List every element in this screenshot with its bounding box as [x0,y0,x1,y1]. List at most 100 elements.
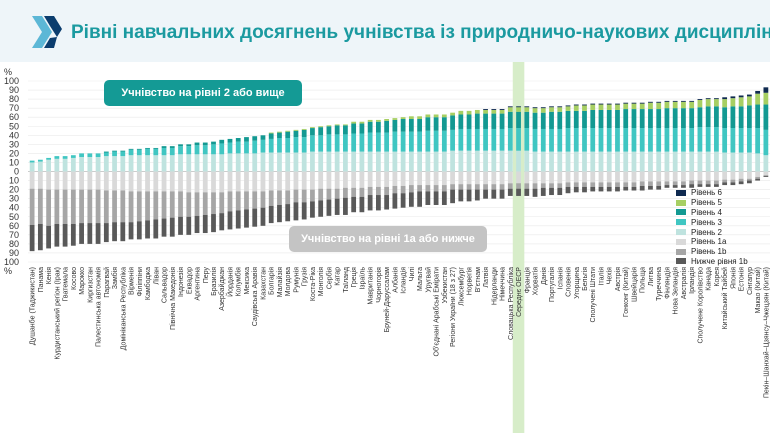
bar-segment [359,151,365,172]
bar-segment [384,195,390,210]
x-category-label: Узбекистан [441,267,449,304]
bar-segment [417,131,423,152]
y-tick-label: 80 [9,94,19,104]
legend-swatch [676,199,686,206]
bar-segment [672,108,678,129]
bar-segment [532,183,538,189]
bar-segment [301,171,307,190]
bar-segment [656,185,662,190]
bar-segment [540,112,546,129]
bar-segment [730,152,736,172]
bar-segment [37,223,43,251]
bar-segment [37,161,43,172]
bar-segment [573,110,579,129]
bar-segment [103,151,109,153]
bar-segment [714,127,719,152]
bar-segment [606,151,612,172]
bar-segment [738,178,744,182]
bar-segment [524,183,530,189]
bar-segment [211,192,216,215]
bar-segment [474,184,480,190]
bar-segment [194,171,200,193]
bar-segment [219,192,225,214]
bar-segment [697,151,703,172]
bar-segment [285,130,291,132]
y-tick-label: 40 [9,130,19,140]
bar-segment [95,223,101,244]
bar-segment [573,104,579,106]
bar-segment [301,202,307,220]
bar-segment [549,128,554,152]
bar-segment [507,171,513,184]
x-category-label: Душанбе (Таджикистан) [29,267,37,345]
bar-segment [178,154,183,172]
bar-segment [244,191,249,210]
bar-segment [598,109,604,129]
bar-segment [499,128,505,151]
bar-segment [516,106,521,108]
bar-segment [408,116,414,120]
bar-segment [392,171,398,186]
highlight-band [512,62,525,433]
x-category-label: В'єтнам [475,267,482,293]
bar-segment [186,192,192,217]
x-category-label: Хорватія [532,267,540,296]
bar-segment [507,111,513,129]
bar-segment [466,114,472,129]
bar-segment [746,94,752,97]
x-category-label: Португалія [548,267,556,302]
bar-segment [516,188,521,196]
bar-segment [672,181,678,186]
y-unit-label: % [4,266,12,276]
bar-segment [714,171,719,181]
bar-segment [343,151,348,172]
bar-segment [722,179,728,183]
bar-segment [219,143,225,155]
bar-segment [722,97,728,100]
bar-segment [310,127,315,129]
bar-segment [169,217,175,237]
bar-segment [474,128,480,151]
bar-segment [277,190,282,205]
bar-segment [384,171,390,187]
bar-segment [277,132,282,139]
bar-segment [540,187,546,196]
x-category-label: Норвегія [466,267,474,295]
bar-segment [672,100,678,102]
bar-segment [524,171,530,184]
bar-segment [681,151,686,172]
bar-segment [178,216,183,235]
bar-segment [408,119,414,132]
bar-segment [161,155,167,172]
bar-segment [615,182,620,187]
bar-segment [524,111,530,129]
bar-segment [128,148,134,150]
bar-segment [664,108,670,129]
x-category-label: Ісландія [400,267,408,294]
x-category-label: Бруней-Даруссалам [383,267,391,333]
x-category-label: Ірландія [688,267,696,294]
x-category-label: Замбія [111,267,119,289]
bar-segment [672,101,678,109]
bar-segment [62,171,68,190]
bar-segment [219,154,225,172]
bar-segment [573,171,579,183]
bar-segment [425,191,431,205]
bar-segment [648,151,653,172]
bar-segment [70,171,76,190]
bar-segment [120,151,126,157]
bar-segment [722,152,728,172]
bar-segment [582,105,587,111]
bar-segment [334,125,340,135]
x-category-label: Камбоджа [144,267,152,300]
x-category-label: Індонезія [177,267,185,297]
bar-segment [689,100,695,102]
y-tick-label: 90 [9,248,19,258]
bar-segment [672,128,678,152]
bar-segment [375,119,381,122]
bar-segment [623,186,629,191]
bar-segment [293,152,299,172]
x-category-label: Швейцарія [630,267,638,302]
bar-segment [714,98,719,100]
x-category-label: Катар [335,267,342,286]
